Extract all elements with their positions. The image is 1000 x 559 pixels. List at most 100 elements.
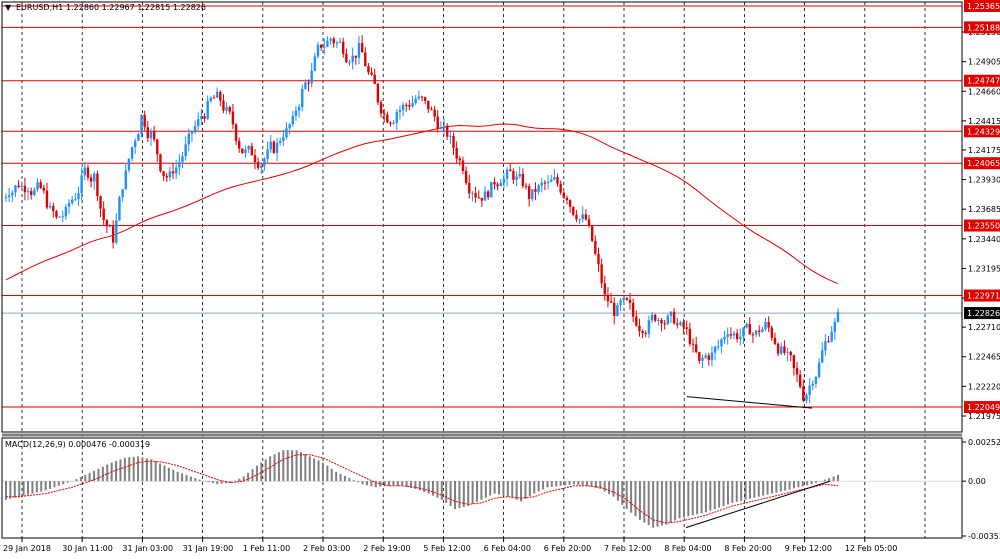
candle — [190, 130, 194, 142]
candle-body — [61, 216, 64, 218]
candle-body — [455, 148, 458, 159]
candle — [11, 190, 14, 202]
x-tick-label: 8 Feb 20:00 — [724, 544, 771, 553]
candle-body — [761, 329, 764, 333]
macd-histogram-bar — [511, 481, 514, 499]
candle-body — [776, 343, 780, 354]
candle-body — [830, 331, 833, 342]
macd-histogram-bar — [75, 479, 78, 482]
candle-body — [181, 156, 184, 163]
candle-body — [480, 197, 484, 201]
macd-histogram-bar — [621, 481, 624, 505]
candle-body — [442, 125, 446, 128]
macd-histogram-bar — [423, 481, 426, 492]
candle — [395, 109, 398, 130]
candle — [42, 184, 46, 194]
candle-body — [118, 197, 121, 221]
candle — [266, 141, 269, 163]
candle — [326, 36, 329, 48]
macd-histogram-bar — [696, 481, 699, 515]
candle — [461, 156, 465, 175]
chart-ohlc: 1.22860 1.22967 1.22815 1.22826 — [66, 3, 206, 12]
macd-histogram-bar — [79, 477, 82, 482]
candle-body — [559, 183, 562, 193]
macd-histogram-bar — [163, 465, 166, 482]
candle — [770, 325, 774, 341]
candle-body — [401, 104, 405, 111]
macd-histogram-bar — [211, 481, 214, 484]
level-price-badge — [964, 125, 1000, 138]
candle-body — [613, 302, 616, 317]
candle-body — [565, 197, 569, 201]
candle — [814, 375, 818, 388]
candle-body — [156, 139, 159, 155]
candle — [23, 177, 27, 201]
candle-body — [67, 203, 71, 207]
macd-histogram-bar — [449, 481, 452, 506]
level-price-badge-text: 1.24329 — [967, 127, 1000, 136]
moving-average-200 — [5, 123, 839, 285]
candle — [364, 47, 367, 67]
candle-body — [773, 337, 777, 344]
candle-body — [23, 185, 27, 193]
macd-histogram-bar — [572, 481, 575, 485]
macd-histogram-bar — [414, 481, 417, 489]
candle-body — [215, 91, 219, 98]
candle-body — [524, 185, 528, 187]
macd-histogram-bar — [687, 481, 690, 517]
candle-body — [197, 119, 200, 127]
macd-histogram-bar — [31, 481, 34, 494]
candle-body — [52, 205, 55, 212]
candle-body — [474, 192, 477, 198]
candle — [389, 121, 392, 127]
macd-histogram-bar — [66, 481, 69, 483]
candle-body — [165, 175, 168, 178]
candle — [739, 328, 742, 346]
candle-body — [509, 169, 512, 172]
candle-body — [698, 351, 701, 361]
macd-histogram-bar — [343, 475, 346, 482]
macd-histogram-bar — [203, 481, 206, 482]
macd-histogram-bar — [445, 481, 448, 503]
macd-histogram-bar — [308, 456, 311, 482]
macd-histogram-bar — [291, 450, 294, 482]
candle-body — [735, 333, 739, 340]
macd-histogram-bar — [361, 481, 364, 485]
macd-histogram-bar — [40, 481, 43, 492]
macd-histogram-bar — [238, 478, 241, 482]
macd-histogram-bar — [577, 481, 580, 485]
candle — [411, 95, 414, 108]
candle — [490, 181, 493, 198]
macd-histogram-bar — [409, 481, 412, 488]
candle — [405, 102, 408, 112]
level-price-badge-text: 1.25365 — [967, 2, 1000, 11]
candle — [310, 62, 313, 88]
candle-body — [212, 97, 216, 99]
candle-body — [430, 109, 433, 111]
candle-body — [603, 283, 606, 295]
candle-body — [745, 323, 748, 328]
macd-histogram-bar — [744, 481, 747, 500]
candle — [518, 166, 521, 179]
candle-body — [780, 346, 783, 354]
macd-histogram-bar — [603, 481, 606, 492]
macd-histogram-bar — [277, 452, 280, 482]
candle — [638, 318, 641, 337]
y-tick-label: 1.23685 — [968, 205, 1000, 214]
candle — [307, 79, 310, 92]
candle-body — [543, 182, 547, 184]
level-price-badge-text: 1.23550 — [967, 222, 1000, 231]
candle-body — [477, 197, 480, 199]
candle — [401, 101, 405, 117]
candle — [446, 123, 449, 140]
candle — [115, 213, 118, 245]
candle-body — [14, 185, 17, 193]
candle-body — [338, 41, 342, 43]
candle-body — [395, 111, 398, 123]
candle-body — [342, 41, 345, 54]
candle — [811, 380, 814, 391]
candle — [89, 174, 93, 188]
